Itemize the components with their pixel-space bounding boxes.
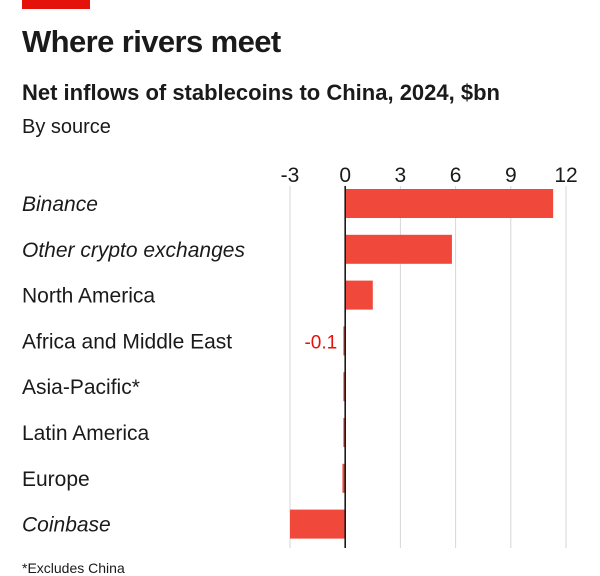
data-label: -0.1 — [304, 332, 337, 353]
chart-title: Where rivers meet — [22, 24, 281, 59]
category-label: Coinbase — [22, 514, 111, 537]
bar — [343, 372, 346, 402]
x-tick-label: 0 — [339, 164, 351, 187]
bar — [343, 418, 346, 447]
footnote: *Excludes China — [22, 560, 125, 576]
bar — [345, 234, 452, 264]
category-label: Latin America — [22, 422, 150, 445]
bar — [345, 280, 373, 310]
category-label: Europe — [22, 468, 90, 491]
x-tick-label: -3 — [281, 164, 300, 187]
bar — [345, 189, 554, 218]
chart-subsubtitle: By source — [22, 116, 111, 138]
category-label: North America — [22, 285, 155, 308]
bar — [343, 326, 346, 356]
chart-subtitle: Net inflows of stablecoins to China, 202… — [22, 80, 500, 105]
category-label: Binance — [22, 193, 98, 216]
accent-tag — [22, 0, 90, 9]
category-label: Asia-Pacific* — [22, 376, 140, 399]
bar — [342, 463, 346, 493]
x-tick-label: 12 — [554, 164, 577, 187]
bar — [290, 509, 346, 539]
x-tick-label: 3 — [395, 164, 407, 187]
x-tick-label: 9 — [505, 164, 517, 187]
category-label: Other crypto exchanges — [22, 239, 245, 262]
x-tick-label: 6 — [450, 164, 462, 187]
category-label: Africa and Middle East — [22, 330, 232, 353]
